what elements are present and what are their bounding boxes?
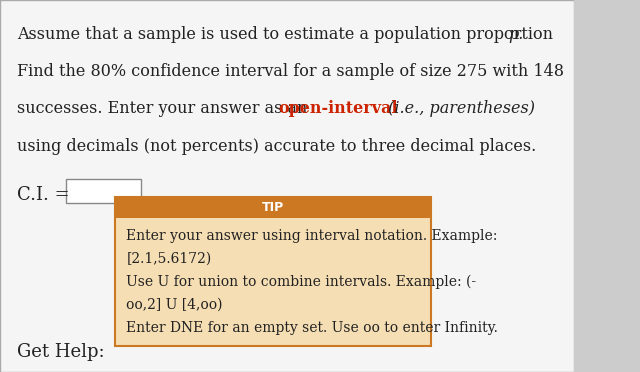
Text: Get Help:: Get Help: [17,343,105,361]
Text: using decimals (not percents) accurate to three decimal places.: using decimals (not percents) accurate t… [17,138,536,155]
Text: p.: p. [508,26,524,43]
FancyBboxPatch shape [115,197,431,218]
Text: Find the 80% confidence interval for a sample of size 275 with 148: Find the 80% confidence interval for a s… [17,63,564,80]
Text: Use U for union to combine intervals. Example: (-: Use U for union to combine intervals. Ex… [126,275,476,289]
Text: TIP: TIP [262,201,284,214]
Text: open-interval: open-interval [278,100,398,118]
Text: (i.e., parentheses): (i.e., parentheses) [383,100,535,118]
Text: Enter DNE for an empty set. Use oo to enter Infinity.: Enter DNE for an empty set. Use oo to en… [126,321,498,335]
Text: [2.1,5.6172): [2.1,5.6172) [126,252,212,266]
Text: Enter your answer using interval notation. Example:: Enter your answer using interval notatio… [126,229,498,243]
Text: C.I. =: C.I. = [17,186,70,204]
Text: successes. Enter your answer as an: successes. Enter your answer as an [17,100,313,118]
FancyBboxPatch shape [115,197,431,346]
Text: oo,2] U [4,oo): oo,2] U [4,oo) [126,298,223,312]
FancyBboxPatch shape [66,179,141,203]
FancyBboxPatch shape [0,0,574,372]
Text: Assume that a sample is used to estimate a population proportion: Assume that a sample is used to estimate… [17,26,558,43]
